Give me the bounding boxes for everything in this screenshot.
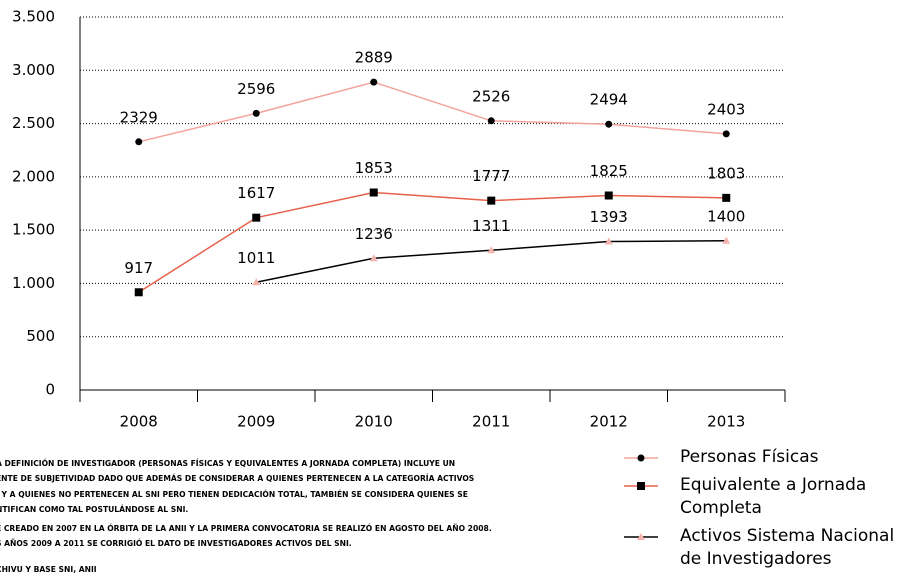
point [135,138,143,146]
y-tick-label: 0 [45,381,55,399]
data-label: 1825 [590,162,628,180]
y-tick-label: 2.500 [12,114,55,132]
legend-label: Personas Físicas [680,447,819,467]
data-label: 2596 [237,80,275,98]
point [605,120,613,128]
point [604,191,613,200]
point [370,78,378,86]
data-label: 1311 [472,217,510,235]
y-tick-label: 3.000 [12,61,55,79]
series-line [138,81,727,143]
data-label: 1853 [355,159,393,177]
point [252,109,260,117]
footnote: NTIFICAN COMO TAL POSTULÁNDOSE AL SNI. [0,505,188,514]
data-label: 2889 [355,49,393,67]
y-tick-label: 1.000 [12,274,55,292]
legend-icon [624,482,658,490]
legend-item: Personas Físicas [616,446,904,469]
legend: Personas Físicas Equivalente a Jornada Co… [616,446,904,573]
data-label: 1803 [707,164,745,182]
series-line [138,191,727,293]
point [369,254,378,262]
legend-icon [624,454,658,462]
data-label: 2329 [120,108,158,126]
data-label: 917 [124,259,153,277]
point [637,454,645,462]
x-tick-label: 2008 [120,413,158,431]
data-label: 1236 [355,225,393,243]
y-tick-label: 500 [26,327,55,345]
data-label: 2526 [472,87,510,105]
x-tick-label: 2010 [355,413,393,431]
point [637,533,645,540]
y-tick-label: 1.500 [12,221,55,239]
data-label: 2403 [707,100,745,118]
data-label: 2494 [590,91,628,109]
point [487,246,496,254]
point [722,193,731,202]
y-tick-label: 2.000 [12,167,55,185]
data-label: 1011 [237,249,275,267]
point [369,188,378,197]
data-label: 1400 [707,207,745,225]
x-tick-label: 2009 [237,413,275,431]
y-tick-label: 3.500 [12,8,55,26]
point [604,237,613,245]
point [252,213,261,222]
footnote: CHIVU Y BASE SNI, ANII [0,565,97,573]
legend-icon [624,533,658,540]
point [722,130,730,138]
legend-item: Activos Sistema Nacional de Investigador… [616,525,904,571]
point [252,278,261,286]
footnote: E CREADO EN 2007 EN LA ÓRBITA DE LA ANII… [0,524,492,533]
point [722,236,731,244]
legend-item: Equivalente a Jornada Completa [616,474,904,520]
data-label: 1777 [472,167,510,185]
footnote: , Y A QUIENES NO PERTENECEN AL SNI PERO … [0,490,468,499]
data-label: 1393 [590,208,628,226]
data-label: 1617 [237,184,275,202]
x-tick-label: 2011 [472,413,510,431]
x-tick-label: 2012 [590,413,628,431]
footnote: ENTE DE SUBJETIVIDAD DADO QUE ADEMÁS DE … [0,474,474,483]
legend-label: Equivalente a Jornada Completa [680,475,867,518]
x-tick-label: 2013 [707,413,745,431]
point [637,482,645,490]
footnote: S AÑOS 2009 A 2011 SE CORRIGIÓ EL DATO D… [0,539,352,548]
point [487,117,495,125]
point [134,288,143,297]
point [487,196,496,205]
footnote: A DEFINICIÓN DE INVESTIGADOR (PERSONAS F… [0,459,455,468]
legend-label: Activos Sistema Nacional de Investigador… [680,526,895,569]
